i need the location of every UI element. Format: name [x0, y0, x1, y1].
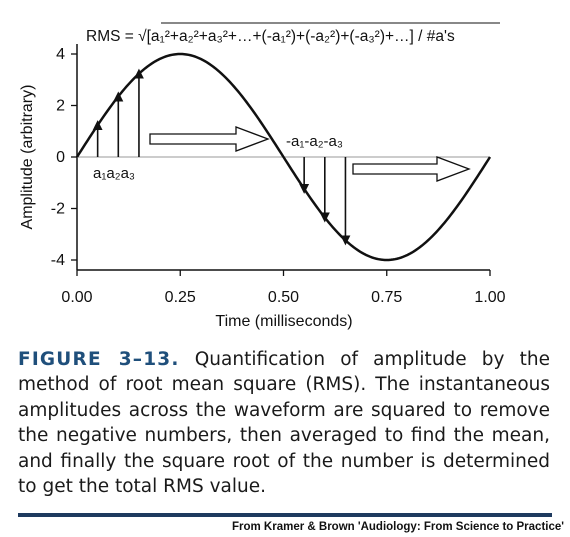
hollow-arrow-right-1: [149, 126, 270, 152]
x-tick-label: 0.00: [61, 289, 92, 306]
y-tick-label: -4: [51, 252, 65, 269]
positive-sample-arrows: [92, 68, 144, 157]
x-tick-label: 0.25: [165, 289, 196, 306]
source-credit: From Kramer & Brown 'Audiology: From Sci…: [231, 521, 564, 533]
positive-sample-label: a₁a₂a₃: [93, 165, 135, 182]
figure-label: FIGURE 3–13.: [18, 349, 180, 370]
y-tick-label: 2: [56, 98, 65, 115]
x-axis-label: Time (milliseconds): [215, 313, 352, 330]
x-tick-label: 1.00: [474, 289, 505, 306]
rms-chart: 4 2 0 -2 -4 0.00 0.25 0.50 0.75 1.00 Amplitude (…: [19, 22, 506, 330]
x-axis-ticks: 0.00 0.25 0.50 0.75 1.00: [61, 270, 506, 306]
rms-formula: RMS = √[a₁²+a₂²+a₃²+…+(-a₁²)+(-a₂²)+(-a₃…: [86, 28, 455, 45]
x-tick-label: 0.75: [371, 289, 402, 306]
figure-caption: FIGURE 3–13. Quantification of amplitude…: [18, 347, 550, 499]
y-axis-ticks: 4 2 0 -2 -4: [51, 46, 77, 269]
negative-sample-label: -a₁-a₂-a₃: [286, 133, 343, 150]
sine-waveform: [75, 52, 492, 262]
caption-text: Quantification of amplitude by the metho…: [18, 349, 550, 498]
y-tick-label: 4: [56, 46, 65, 63]
hollow-arrow-right-2: [352, 156, 471, 182]
y-axis-label: Amplitude (arbitrary): [19, 85, 36, 230]
negative-sample-arrows: [299, 157, 351, 246]
y-tick-label: 0: [56, 149, 65, 166]
divider-rule: [18, 513, 552, 517]
y-tick-label: -2: [51, 201, 65, 218]
x-tick-label: 0.50: [268, 289, 299, 306]
